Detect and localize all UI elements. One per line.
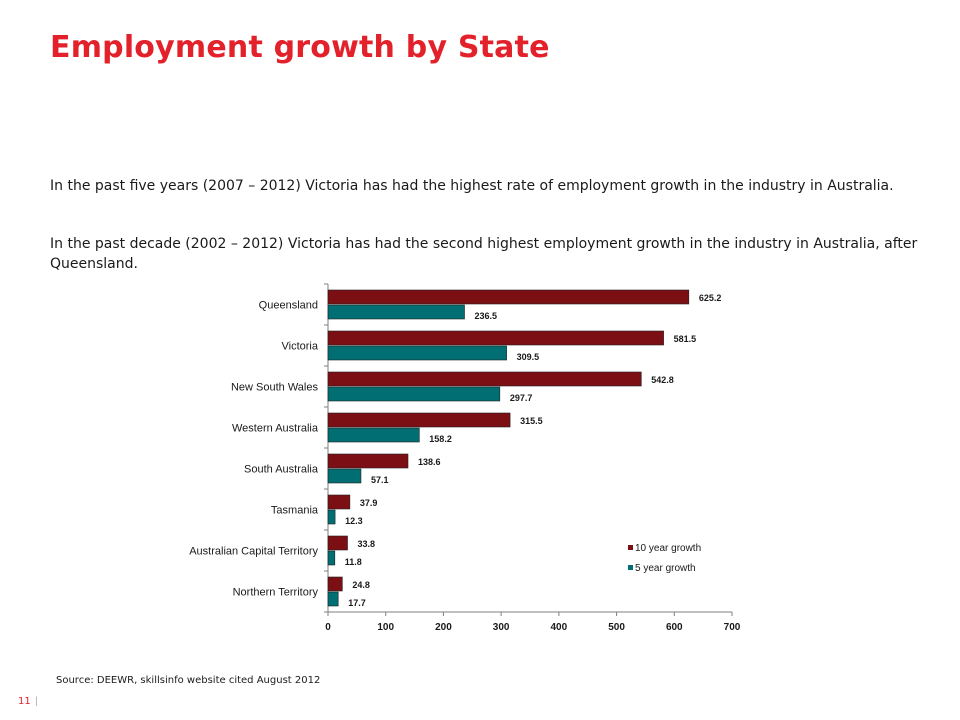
x-tick-label: 600 (666, 622, 683, 633)
data-label: 24.8 (352, 580, 370, 590)
source-note: Source: DEEWR, skillsinfo website cited … (56, 675, 321, 686)
category-label: Northern Territory (233, 587, 319, 599)
bar-5-year (327, 386, 501, 402)
bar-10-year (327, 576, 343, 592)
data-label: 625.2 (699, 293, 722, 303)
data-label: 542.8 (651, 375, 674, 385)
legend-swatch (628, 545, 633, 550)
bar-10-year (327, 494, 351, 510)
x-tick-label: 100 (377, 622, 394, 633)
x-tick-label: 300 (493, 622, 510, 633)
bar-5-year (327, 468, 362, 484)
bar-10-year (327, 535, 348, 551)
category-label: Australian Capital Territory (189, 546, 318, 558)
data-label: 236.5 (474, 311, 497, 321)
page-footer: 11 | (18, 696, 38, 707)
data-label: 158.2 (429, 434, 452, 444)
bar-10-year (327, 453, 409, 469)
data-label: 12.3 (345, 516, 363, 526)
data-label: 138.6 (418, 457, 441, 467)
x-tick-label: 700 (724, 622, 741, 633)
bar-5-year (327, 345, 507, 361)
legend-label: 10 year growth (635, 543, 701, 554)
bar-5-year (327, 550, 336, 566)
data-label: 33.8 (358, 539, 376, 549)
legend-label: 5 year growth (635, 563, 696, 574)
bar-10-year (327, 289, 690, 305)
x-tick-label: 200 (435, 622, 452, 633)
bar-10-year (327, 412, 511, 428)
category-label: Tasmania (271, 505, 319, 517)
data-label: 37.9 (360, 498, 378, 508)
category-label: Queensland (259, 300, 318, 312)
x-tick-label: 500 (608, 622, 625, 633)
bar-5-year (327, 509, 336, 525)
legend-swatch (628, 565, 633, 570)
data-label: 315.5 (520, 416, 543, 426)
x-tick-label: 400 (551, 622, 568, 633)
data-label: 17.7 (348, 598, 366, 608)
category-label: New South Wales (231, 382, 319, 394)
category-label: Victoria (282, 341, 319, 353)
category-label: Western Australia (232, 423, 319, 435)
footer-separator: | (34, 696, 39, 707)
data-label: 11.8 (345, 557, 362, 567)
bar-5-year (327, 304, 465, 320)
bar-5-year (327, 427, 420, 443)
intro-paragraph-2: In the past decade (2002 – 2012) Victori… (50, 236, 918, 272)
data-label: 57.1 (371, 475, 389, 485)
bar-10-year (327, 371, 642, 387)
page-title: Employment growth by State (50, 30, 550, 65)
bar-5-year (327, 591, 339, 607)
bar-10-year (327, 330, 664, 346)
data-label: 581.5 (674, 334, 697, 344)
data-label: 297.7 (510, 393, 533, 403)
intro-paragraph-1: In the past five years (2007 – 2012) Vic… (50, 178, 894, 194)
data-label: 309.5 (517, 352, 540, 362)
x-tick-label: 0 (325, 622, 331, 633)
category-label: South Australia (244, 464, 319, 476)
page-number: 11 (18, 696, 31, 707)
